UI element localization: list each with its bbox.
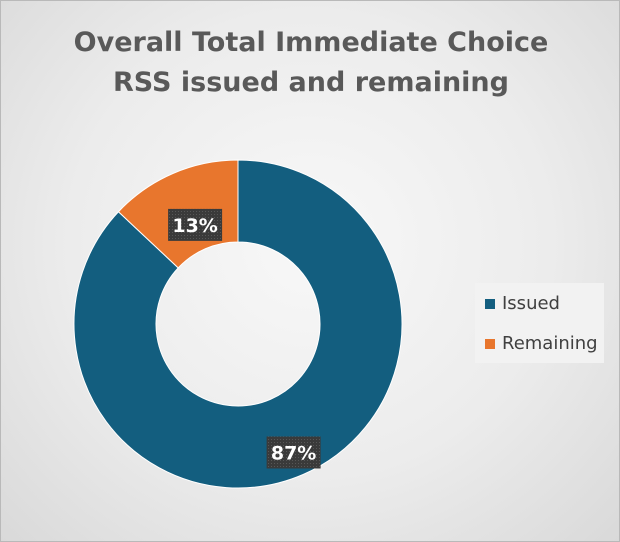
chart-title: Overall Total Immediate Choice RSS issue… <box>1 23 620 103</box>
donut-slice-issued <box>73 159 403 489</box>
legend: Issued Remaining <box>475 283 604 363</box>
legend-item-issued: Issued <box>485 293 560 314</box>
legend-swatch-remaining <box>485 338 495 349</box>
chart-title-line-1: Overall Total Immediate Choice <box>73 27 549 58</box>
data-label-box-remaining <box>168 208 223 241</box>
data-label-issued: 87% <box>266 436 321 469</box>
data-label-box-issued <box>266 436 321 469</box>
legend-label-remaining: Remaining <box>502 333 598 354</box>
legend-item-remaining: Remaining <box>485 333 598 354</box>
data-label-text-remaining: 13% <box>172 215 217 237</box>
legend-swatch-issued <box>485 298 495 309</box>
data-label-text-issued: 87% <box>271 442 316 464</box>
chart-title-line-2: RSS issued and remaining <box>113 67 509 98</box>
data-label-remaining: 13% <box>168 208 223 241</box>
legend-label-issued: Issued <box>502 293 560 314</box>
